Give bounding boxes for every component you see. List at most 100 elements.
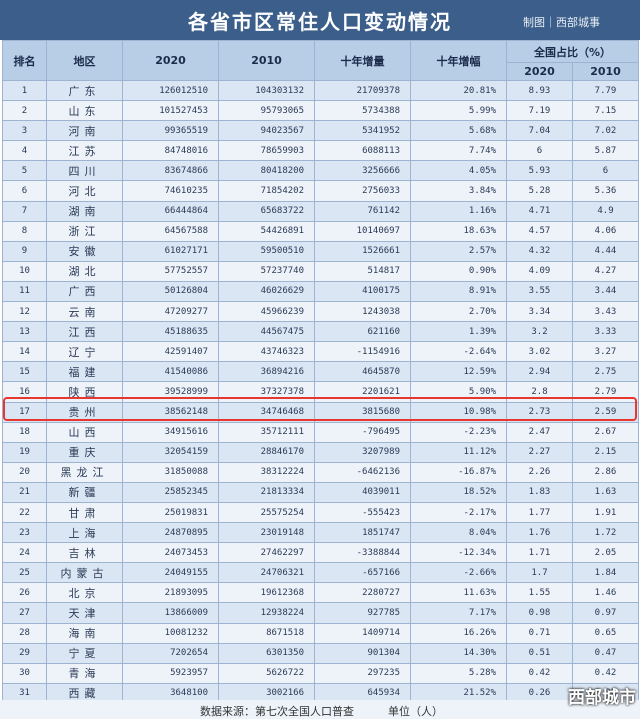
rank-cell: 21 <box>2 481 47 503</box>
share-2020-cell: 7.19 <box>506 100 573 122</box>
region-cell: 山东 <box>46 100 123 122</box>
rank-cell: 6 <box>2 180 47 202</box>
region-cell: 福建 <box>46 361 123 383</box>
table-row: 7 湖南 66444864 65683722 761142 1.16% 4.71 4.9 <box>2 200 639 222</box>
table-row: 19 重庆 32054159 28846170 3207989 11.12% 2.27 2.1… <box>2 441 639 463</box>
region-cell: 吉林 <box>46 542 123 564</box>
rank-cell: 20 <box>2 461 47 483</box>
pop-2020-cell: 7202654 <box>122 642 219 664</box>
pop-2010-cell: 24706321 <box>218 562 315 584</box>
region-cell: 广东 <box>46 79 123 102</box>
pop-2010-cell: 8671518 <box>218 622 315 644</box>
share-2010-cell: 1.46 <box>572 582 639 604</box>
table-row: 21 新疆 25852345 21813334 4039011 18.52% 1.83 1.6… <box>2 481 639 503</box>
share-2020-cell: 4.32 <box>506 240 573 262</box>
pop-2020-cell: 21893095 <box>122 582 219 604</box>
share-2010-cell: 4.06 <box>572 220 639 242</box>
increase-cell: -6462136 <box>314 461 411 483</box>
table-row: 31 西藏 3648100 3002166 645934 21.52% 0.26 0.22 <box>2 682 639 704</box>
pop-2010-cell: 38312224 <box>218 461 315 483</box>
increase-cell: 5341952 <box>314 120 411 142</box>
region-cell: 广西 <box>46 280 123 303</box>
pop-2020-cell: 25019831 <box>122 501 219 524</box>
rank-cell: 8 <box>2 220 47 242</box>
rank-cell: 19 <box>2 441 47 463</box>
increase-cell: -1154916 <box>314 341 411 363</box>
header-2010: 2010 <box>218 40 315 81</box>
share-2020-cell: 0.51 <box>506 642 573 664</box>
table-header: 排名 地区 2020 2010 十年增量 十年增幅 全国占比（%） 2020 2… <box>2 40 639 81</box>
table-row: 20 黑龙江 31850088 38312224 -6462136 -16.87% 2.26… <box>2 461 639 483</box>
rate-cell: 16.26% <box>410 622 507 644</box>
pop-2010-cell: 5626722 <box>218 662 315 684</box>
pop-2020-cell: 57752557 <box>122 260 219 282</box>
pop-2020-cell: 126012510 <box>122 79 219 102</box>
pop-2010-cell: 59500510 <box>218 240 315 262</box>
pop-2020-cell: 45188635 <box>122 321 219 343</box>
rank-cell: 4 <box>2 140 47 162</box>
pop-2010-cell: 12938224 <box>218 602 315 624</box>
increase-cell: 927785 <box>314 602 411 624</box>
table-row: 30 青海 5923957 5626722 297235 5.28% 0.42 0.42 <box>2 662 639 684</box>
credit-label: 制图｜西部城事 <box>523 16 600 29</box>
table-body: 1 广东 126012510 104303132 21709378 20.81% 8.93 7… <box>2 79 639 704</box>
region-cell: 河北 <box>46 180 123 202</box>
table-row: 23 上海 24870895 23019148 1851747 8.04% 1.76 1.72 <box>2 522 639 544</box>
pop-2010-cell: 78659903 <box>218 140 315 162</box>
table-row: 2 山东 101527453 95793065 5734388 5.99% 7.19 7.15 <box>2 100 639 122</box>
increase-cell: 2280727 <box>314 582 411 604</box>
page-title: 各省市区常住人口变动情况 <box>188 10 452 34</box>
share-2010-cell: 3.33 <box>572 321 639 343</box>
pop-2020-cell: 34915616 <box>122 421 219 443</box>
rank-cell: 11 <box>2 280 47 303</box>
share-2010-cell: 5.87 <box>572 140 639 162</box>
share-2020-cell: 5.28 <box>506 180 573 202</box>
table-row: 22 甘肃 25019831 25575254 -555423 -2.17% 1.77 1.9… <box>2 501 639 524</box>
table-row: 24 吉林 24073453 27462297 -3388844 -12.34% 1.71 2… <box>2 542 639 564</box>
header-rate: 十年增幅 <box>410 40 507 81</box>
pop-2010-cell: 6301350 <box>218 642 315 664</box>
rank-cell: 18 <box>2 421 47 443</box>
increase-cell: -555423 <box>314 501 411 524</box>
pop-2010-cell: 54426891 <box>218 220 315 242</box>
table-row: 29 宁夏 7202654 6301350 901304 14.30% 0.51 0.47 <box>2 642 639 664</box>
increase-cell: 2756033 <box>314 180 411 202</box>
share-2010-cell: 3.27 <box>572 341 639 363</box>
data-source: 数据来源：第七次全国人口普查 <box>200 705 354 718</box>
table-row: 9 安徽 61027171 59500510 1526661 2.57% 4.32 4.44 <box>2 240 639 262</box>
region-cell: 辽宁 <box>46 341 123 363</box>
share-2010-cell: 4.9 <box>572 200 639 222</box>
rate-cell: -2.66% <box>410 562 507 584</box>
region-cell: 云南 <box>46 301 123 323</box>
share-2020-cell: 2.27 <box>506 441 573 463</box>
region-cell: 海南 <box>46 622 123 644</box>
rank-cell: 14 <box>2 341 47 363</box>
table-row: 14 辽宁 42591407 43746323 -1154916 -2.64% 3.02 3.… <box>2 341 639 363</box>
increase-cell: 4645870 <box>314 361 411 383</box>
region-cell: 山西 <box>46 421 123 443</box>
header-increase: 十年增量 <box>314 40 411 81</box>
increase-cell: 10140697 <box>314 220 411 242</box>
share-2020-cell: 2.26 <box>506 461 573 483</box>
share-2020-cell: 4.57 <box>506 220 573 242</box>
share-2010-cell: 1.63 <box>572 481 639 503</box>
share-2020-cell: 7.04 <box>506 120 573 142</box>
share-2020-cell: 6 <box>506 140 573 162</box>
table-row: 25 内蒙古 24049155 24706321 -657166 -2.66% 1.7 1.8… <box>2 562 639 584</box>
increase-cell: 761142 <box>314 200 411 222</box>
table-row: 13 江西 45188635 44567475 621160 1.39% 3.2 3.33 <box>2 321 639 343</box>
population-table: 排名 地区 2020 2010 十年增量 十年增幅 全国占比（%） 2020 2… <box>2 40 639 704</box>
footer: 数据来源：第七次全国人口普查 单位（人） <box>0 700 640 719</box>
increase-cell: 297235 <box>314 662 411 684</box>
header-share-2010: 2010 <box>572 62 639 81</box>
share-2020-cell: 0.98 <box>506 602 573 624</box>
table-row: 11 广西 50126804 46026629 4100175 8.91% 3.55 3.44 <box>2 280 639 303</box>
increase-cell: 21709378 <box>314 79 411 102</box>
rate-cell: 12.59% <box>410 361 507 383</box>
share-2020-cell: 3.34 <box>506 301 573 323</box>
rate-cell: 11.63% <box>410 582 507 604</box>
pop-2020-cell: 84748016 <box>122 140 219 162</box>
header-2020: 2020 <box>122 40 219 81</box>
rate-cell: 8.91% <box>410 280 507 303</box>
rate-cell: 8.04% <box>410 522 507 544</box>
